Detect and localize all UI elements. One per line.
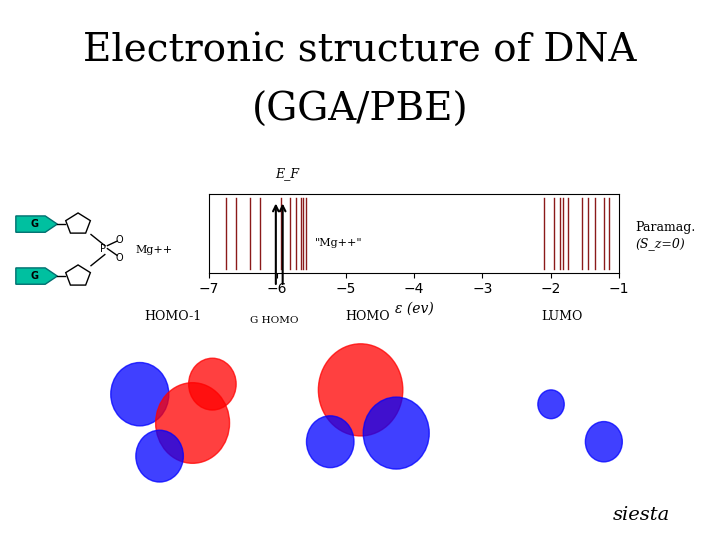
Text: O: O xyxy=(116,253,123,262)
Text: P: P xyxy=(100,244,106,254)
Text: Paramag.: Paramag. xyxy=(635,221,696,234)
Text: G HOMO: G HOMO xyxy=(250,316,298,325)
Circle shape xyxy=(318,344,403,436)
Circle shape xyxy=(111,362,168,426)
Circle shape xyxy=(538,390,564,418)
Text: siesta: siesta xyxy=(612,506,670,524)
Text: HOMO-1: HOMO-1 xyxy=(144,310,202,323)
Text: G: G xyxy=(31,219,39,229)
Text: Electronic structure of DNA: Electronic structure of DNA xyxy=(84,32,636,70)
Circle shape xyxy=(585,422,622,462)
Text: G: G xyxy=(31,271,39,281)
Text: LUMO: LUMO xyxy=(541,310,582,323)
Text: "Mg++": "Mg++" xyxy=(315,238,362,248)
Polygon shape xyxy=(16,216,58,232)
Polygon shape xyxy=(16,268,58,284)
Circle shape xyxy=(307,416,354,468)
Circle shape xyxy=(189,358,236,410)
Text: E_F: E_F xyxy=(276,167,300,180)
Text: Mg++: Mg++ xyxy=(135,245,173,255)
Circle shape xyxy=(156,383,230,463)
Circle shape xyxy=(364,397,429,469)
Text: (GGA/PBE): (GGA/PBE) xyxy=(251,92,469,129)
Text: (S_z=0): (S_z=0) xyxy=(635,238,685,251)
X-axis label: ε (ev): ε (ev) xyxy=(395,302,433,316)
Text: HOMO: HOMO xyxy=(345,310,390,323)
Circle shape xyxy=(136,430,184,482)
Text: O: O xyxy=(116,235,123,245)
